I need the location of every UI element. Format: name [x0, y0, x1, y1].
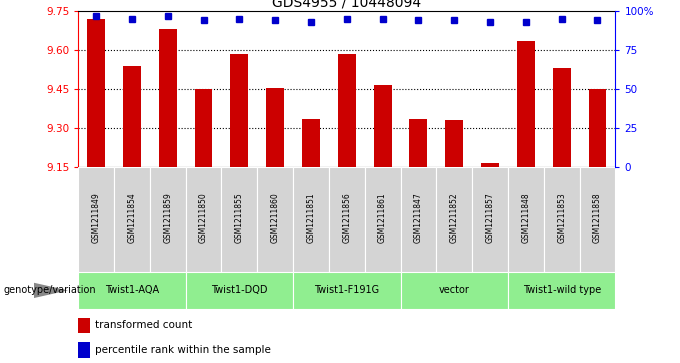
Text: Twist1-wild type: Twist1-wild type: [522, 285, 601, 295]
Text: GSM1211852: GSM1211852: [449, 192, 459, 243]
Bar: [266, 87, 284, 167]
Text: GSM1211860: GSM1211860: [271, 192, 279, 243]
Text: percentile rank within the sample: percentile rank within the sample: [95, 345, 271, 355]
Bar: [302, 119, 320, 167]
Bar: [78, 342, 90, 358]
Title: GDS4955 / 10448094: GDS4955 / 10448094: [272, 0, 422, 10]
Bar: [114, 167, 150, 272]
Text: Twist1-DQD: Twist1-DQD: [211, 285, 268, 295]
Bar: [123, 66, 141, 167]
Bar: [329, 167, 364, 272]
Bar: [186, 272, 293, 309]
Bar: [508, 272, 615, 309]
Text: GSM1211849: GSM1211849: [92, 192, 101, 243]
Text: Twist1-F191G: Twist1-F191G: [314, 285, 379, 295]
Bar: [293, 272, 401, 309]
Text: transformed count: transformed count: [95, 321, 192, 330]
Bar: [186, 167, 222, 272]
Text: GSM1211856: GSM1211856: [342, 192, 352, 243]
Text: GSM1211850: GSM1211850: [199, 192, 208, 243]
Bar: [409, 119, 427, 167]
Bar: [158, 29, 177, 167]
Text: GSM1211859: GSM1211859: [163, 192, 172, 243]
Bar: [445, 120, 463, 167]
Text: GSM1211855: GSM1211855: [235, 192, 244, 243]
Polygon shape: [34, 283, 68, 298]
Bar: [481, 163, 499, 167]
Bar: [293, 167, 329, 272]
Bar: [222, 167, 257, 272]
Bar: [579, 167, 615, 272]
Bar: [257, 167, 293, 272]
Bar: [544, 167, 579, 272]
Text: genotype/variation: genotype/variation: [3, 285, 96, 295]
Bar: [553, 68, 571, 167]
Text: GSM1211857: GSM1211857: [486, 192, 494, 243]
Bar: [78, 272, 186, 309]
Bar: [401, 272, 508, 309]
Bar: [374, 85, 392, 167]
Text: GSM1211847: GSM1211847: [414, 192, 423, 243]
Text: GSM1211854: GSM1211854: [127, 192, 137, 243]
Bar: [231, 54, 248, 167]
Text: GSM1211853: GSM1211853: [557, 192, 566, 243]
Bar: [508, 167, 544, 272]
Bar: [78, 167, 114, 272]
Bar: [472, 167, 508, 272]
Bar: [78, 318, 90, 333]
Bar: [401, 167, 437, 272]
Text: GSM1211848: GSM1211848: [522, 192, 530, 243]
Bar: [150, 167, 186, 272]
Text: GSM1211858: GSM1211858: [593, 192, 602, 243]
Text: GSM1211851: GSM1211851: [307, 192, 316, 243]
Text: Twist1-AQA: Twist1-AQA: [105, 285, 159, 295]
Bar: [87, 19, 105, 167]
Text: vector: vector: [439, 285, 470, 295]
Bar: [517, 41, 534, 167]
Text: GSM1211861: GSM1211861: [378, 192, 387, 243]
Bar: [364, 167, 401, 272]
Bar: [588, 89, 607, 167]
Bar: [437, 167, 472, 272]
Bar: [338, 54, 356, 167]
Bar: [194, 89, 212, 167]
